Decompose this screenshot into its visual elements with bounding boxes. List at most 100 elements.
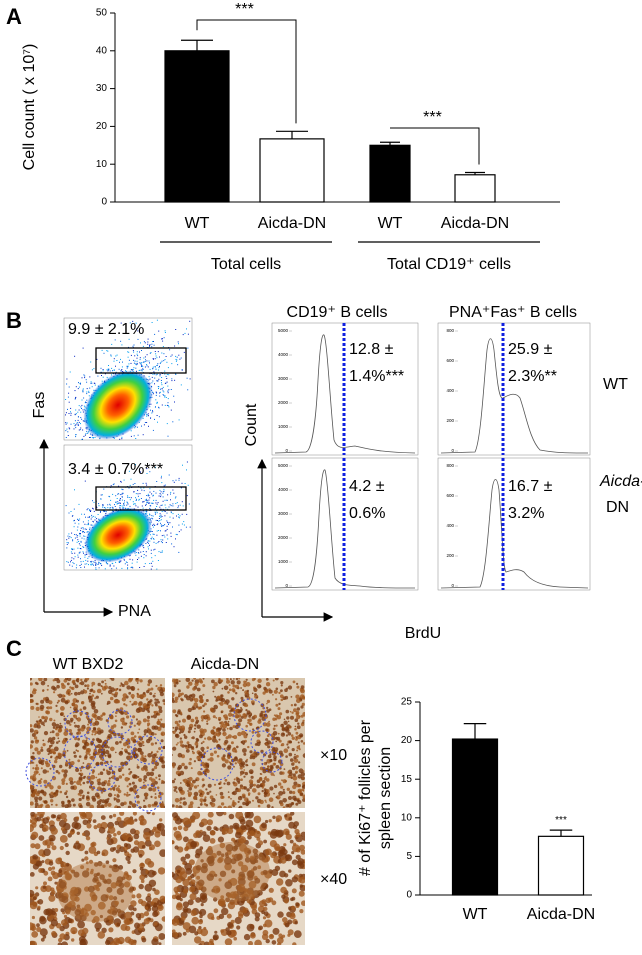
stain [104, 680, 106, 682]
stain [303, 790, 305, 792]
stain [222, 728, 226, 732]
event-dot [161, 384, 162, 385]
stain [85, 676, 89, 680]
stain [301, 740, 304, 743]
stain [295, 771, 298, 774]
event-dot [75, 556, 76, 557]
stain [252, 678, 255, 681]
stain [147, 704, 150, 707]
event-dot [176, 359, 177, 360]
event-dot [117, 501, 118, 502]
stain [194, 792, 199, 797]
stain [201, 719, 203, 721]
stain [77, 832, 80, 835]
stain [108, 826, 116, 834]
stain [70, 927, 77, 934]
event-dot [128, 357, 129, 358]
stain [252, 731, 255, 734]
stain [43, 909, 49, 915]
stain [255, 743, 258, 746]
stain [134, 840, 139, 845]
stain [296, 784, 300, 788]
stain [280, 681, 283, 684]
event-dot [66, 412, 67, 413]
event-dot [79, 410, 80, 411]
stain [182, 728, 185, 731]
stain [48, 753, 50, 755]
event-dot [102, 504, 103, 505]
stain [193, 707, 196, 710]
event-dot [162, 338, 163, 339]
stain [152, 768, 155, 771]
stain [128, 768, 130, 770]
event-dot [178, 552, 179, 553]
panel-label: B [6, 308, 22, 333]
event-dot [157, 415, 158, 416]
stain [303, 753, 308, 758]
stain [219, 682, 221, 684]
event-dot [161, 539, 162, 540]
stain [64, 776, 67, 779]
stain [258, 718, 261, 721]
event-dot [120, 370, 121, 371]
stain [219, 702, 221, 704]
stain [26, 824, 34, 832]
stain [97, 782, 101, 786]
stain [58, 942, 62, 946]
stain [155, 733, 157, 735]
event-dot [156, 369, 157, 370]
stain [278, 791, 283, 796]
stain [79, 789, 84, 794]
stain [110, 687, 115, 692]
stain [148, 679, 152, 683]
event-dot [99, 562, 100, 563]
event-dot [140, 493, 141, 494]
event-dot [82, 430, 83, 431]
stain [300, 694, 305, 699]
event-dot [111, 368, 112, 369]
event-dot [161, 338, 162, 339]
stain [260, 784, 263, 787]
stain [151, 704, 153, 706]
stain [142, 938, 147, 943]
stain [44, 716, 48, 720]
event-dot [155, 406, 156, 407]
event-dot [154, 383, 155, 384]
event-dot [71, 413, 72, 414]
stain [124, 918, 131, 925]
stain [194, 724, 196, 726]
stain [133, 811, 137, 815]
stain [220, 679, 223, 682]
stain [220, 787, 222, 789]
event-dot [155, 399, 156, 400]
event-dot [172, 505, 173, 506]
event-dot [142, 366, 143, 367]
stain [86, 795, 90, 799]
stain [127, 785, 129, 787]
event-dot [137, 427, 138, 428]
stain [48, 917, 52, 921]
event-dot [132, 559, 133, 560]
stain [229, 718, 231, 720]
stain [252, 693, 254, 695]
stain [140, 757, 144, 761]
stain [158, 713, 161, 716]
event-dot [171, 512, 172, 513]
event-dot [69, 565, 70, 566]
stain [259, 741, 261, 743]
stain [50, 792, 53, 795]
stain [296, 732, 299, 735]
stain [238, 796, 242, 800]
stain [189, 695, 193, 699]
stain [235, 692, 237, 694]
event-dot [170, 356, 171, 357]
event-dot [79, 430, 80, 431]
stain [117, 923, 121, 927]
stain [233, 678, 235, 680]
stain [188, 807, 190, 809]
event-dot [80, 530, 81, 531]
event-dot [137, 351, 138, 352]
event-dot [188, 334, 189, 335]
stain [66, 796, 68, 798]
event-dot [155, 367, 156, 368]
